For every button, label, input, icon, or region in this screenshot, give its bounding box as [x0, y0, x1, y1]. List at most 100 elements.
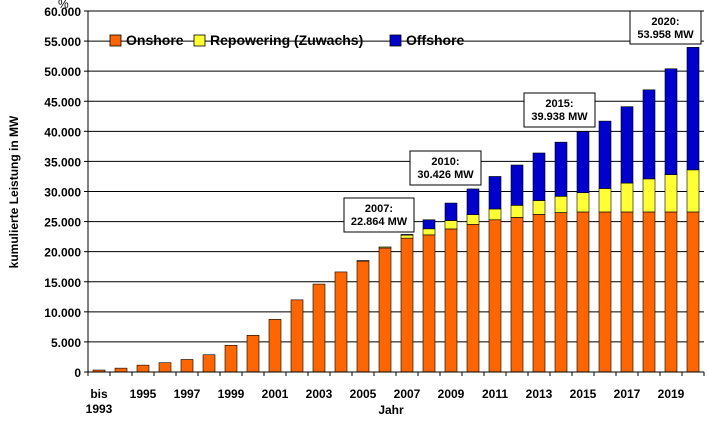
annotation-box [343, 197, 415, 233]
y-tick-label: 45.000 [44, 95, 81, 109]
legend-swatch [193, 34, 206, 47]
bar-onshore-2020 [686, 211, 700, 373]
bar-offshore-2014 [554, 141, 568, 197]
bar-onshore-1997 [180, 359, 194, 373]
bar-onshore-2012 [510, 217, 524, 373]
bar-offshore-2015 [576, 131, 590, 194]
x-tick-label: 1999 [218, 387, 245, 401]
bar-repowering-zuwachs-2011 [488, 208, 502, 221]
bar-offshore-2018 [642, 89, 656, 180]
bar-onshore-2003 [312, 283, 326, 373]
legend-label: Repowering (Zuwachs) [210, 32, 363, 48]
bar-repowering-zuwachs-2008 [422, 228, 436, 236]
bar-onshore-1995 [136, 364, 150, 373]
bar-onshore-1999 [224, 344, 238, 373]
bar-repowering-zuwachs-2019 [664, 174, 678, 213]
bar-onshore-1994 [114, 367, 128, 373]
bar-offshore-2013 [532, 152, 546, 201]
y-tick-label: 55.000 [44, 35, 81, 49]
corner-mark: % [58, 0, 69, 11]
legend-item-onshore: Onshore [109, 32, 184, 48]
bar-onshore-2000 [246, 334, 260, 373]
annotation-text: 2010: 30.426 MW [417, 156, 474, 181]
x-tick-label: 2015 [570, 387, 597, 401]
bar-onshore-2019 [664, 211, 678, 373]
bar-offshore-2017 [620, 106, 634, 184]
axes [84, 10, 705, 376]
annotation-2010: 2010: 30.426 MW [409, 150, 482, 186]
bar-offshore-2008 [422, 219, 436, 230]
x-tick-label: 2003 [306, 387, 333, 401]
bar-offshore-2012 [510, 164, 524, 206]
x-tick-label: 1995 [130, 387, 157, 401]
bar-offshore-2007 [400, 234, 414, 236]
bar-onshore-2013 [532, 214, 546, 373]
bar-repowering-zuwachs-2018 [642, 178, 656, 213]
y-tick-label: 15.000 [44, 276, 81, 290]
bar-repowering-zuwachs-2020 [686, 169, 700, 213]
bar-repowering-zuwachs-2015 [576, 192, 590, 213]
x-tick-label: 2005 [350, 387, 377, 401]
bar-repowering-zuwachs-2007 [400, 234, 414, 239]
y-tick-label: 30.000 [44, 186, 81, 200]
legend-swatch [109, 34, 122, 47]
bar-onshore-2016 [598, 211, 612, 373]
bar-offshore-2010 [466, 188, 480, 215]
y-tick-label: 35.000 [44, 155, 81, 169]
bar-onshore-1998 [202, 354, 216, 373]
bar-offshore-2019 [664, 68, 678, 175]
bar-onshore-2010 [466, 223, 480, 373]
bar-onshore-2001 [268, 319, 282, 373]
y-tick-label: 25.000 [44, 216, 81, 230]
y-tick-label: 0 [74, 366, 81, 380]
legend-label: Offshore [406, 32, 465, 48]
x-tick-label: 2007 [394, 387, 421, 401]
y-tick-label: 50.000 [44, 65, 81, 79]
y-tick-label: 5.000 [51, 336, 81, 350]
x-tick-label: 1997 [174, 387, 201, 401]
bar-repowering-zuwachs-2016 [598, 188, 612, 213]
bar-offshore-2020 [686, 47, 700, 171]
legend-label: Onshore [126, 32, 184, 48]
bar-repowering-zuwachs-2013 [532, 200, 546, 215]
bar-onshore-1996 [158, 362, 172, 373]
bar-offshore-2009 [444, 202, 458, 221]
x-tick-label: 2009 [438, 387, 465, 401]
bar-repowering-zuwachs-2014 [554, 196, 568, 213]
x-tick-label: bis 1993 [86, 387, 113, 416]
annotation-2020: 2020: 53.958 MW [629, 10, 702, 45]
x-axis-label: Jahr [378, 403, 404, 417]
annotation-2015: 2015: 39.938 MW [523, 92, 596, 128]
annotation-2007: 2007: 22.864 MW [343, 197, 415, 233]
bar-onshore-2015 [576, 211, 590, 373]
y-tick-labels: 0 5.000 10.000 15.000 20.000 25.000 30.000 35.0… [44, 5, 81, 380]
bar-repowering-zuwachs-2005 [356, 260, 370, 262]
bar-offshore-2016 [598, 120, 612, 189]
annotation-box [629, 10, 702, 45]
bar-repowering-zuwachs-2017 [620, 182, 634, 213]
bar-onshore-2018 [642, 211, 656, 373]
bar-onshore-2004 [334, 271, 348, 373]
bar-offshore-2011 [488, 176, 502, 210]
legend-swatch [389, 34, 402, 47]
x-tick-label: 2019 [658, 387, 685, 401]
annotation-text: 2007: 22.864 MW [351, 203, 408, 228]
bars [92, 47, 700, 373]
legend-item-offshore: Offshore [389, 32, 465, 48]
annotation-box [523, 92, 596, 128]
bar-repowering-zuwachs-2010 [466, 214, 480, 225]
y-tick-label: 40.000 [44, 125, 81, 139]
bar-onshore-2011 [488, 219, 502, 373]
x-tick-labels: bis 1993 1995 1997 1999 2001 2003 2005 2007 2009 2… [86, 387, 685, 416]
y-tick-label: 10.000 [44, 306, 81, 320]
bar-onshore-2014 [554, 212, 568, 373]
bar-repowering-zuwachs-2012 [510, 205, 524, 218]
x-tick-label: 2013 [526, 387, 553, 401]
bar-onshore-2002 [290, 299, 304, 373]
y-tick-label: 20.000 [44, 246, 81, 260]
gridlines [88, 10, 704, 343]
annotation-text: 2020: 53.958 MW [637, 16, 694, 41]
y-axis-label: kumulierte Leistung in MW [7, 115, 21, 268]
legend: Onshore Repowering (Zuwachs) Offshore [109, 32, 465, 48]
